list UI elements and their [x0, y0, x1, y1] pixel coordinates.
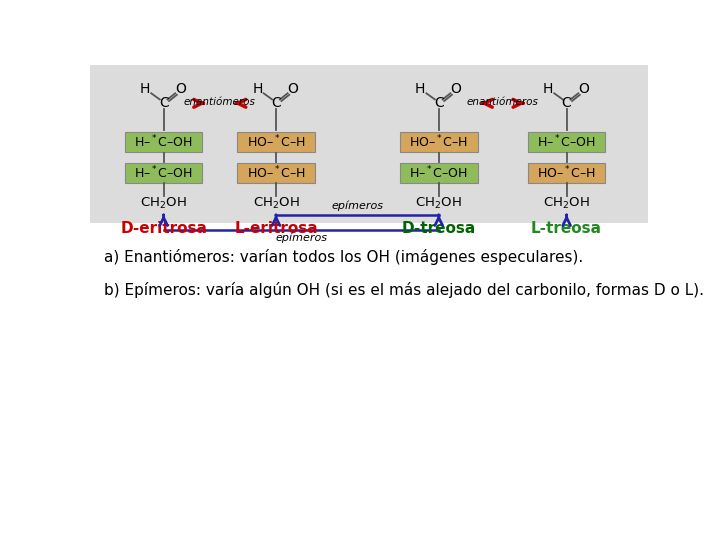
- Text: H: H: [415, 83, 426, 97]
- Text: CH$_2$OH: CH$_2$OH: [544, 196, 590, 211]
- Text: HO–$\mathregular{^*}$C–H: HO–$\mathregular{^*}$C–H: [246, 164, 305, 181]
- Text: CH$_2$OH: CH$_2$OH: [415, 196, 462, 211]
- Text: H: H: [140, 83, 150, 97]
- Text: a) Enantiómeros: varían todos los OH (imágenes especulares).: a) Enantiómeros: varían todos los OH (im…: [104, 249, 583, 265]
- Text: enantiómeros: enantiómeros: [467, 97, 539, 107]
- Text: CH$_2$OH: CH$_2$OH: [140, 196, 187, 211]
- Text: HO–$\mathregular{^*}$C–H: HO–$\mathregular{^*}$C–H: [409, 133, 468, 150]
- Text: D-treosa: D-treosa: [402, 220, 476, 235]
- Text: H: H: [252, 83, 263, 97]
- Text: D-eritrosa: D-eritrosa: [120, 220, 207, 235]
- Text: b) Epímeros: varía algún OH (si es el más alejado del carbonilo, formas D o L).: b) Epímeros: varía algún OH (si es el má…: [104, 282, 704, 298]
- Text: C: C: [562, 96, 572, 110]
- Text: C: C: [434, 96, 444, 110]
- Bar: [90, 65, 648, 222]
- Text: L-eritrosa: L-eritrosa: [234, 220, 318, 235]
- Text: H–$\mathregular{^*}$C–OH: H–$\mathregular{^*}$C–OH: [537, 133, 596, 150]
- Bar: [125, 163, 202, 183]
- Bar: [238, 163, 315, 183]
- Text: O: O: [175, 83, 186, 97]
- Text: epímeros: epímeros: [331, 200, 383, 211]
- Text: enantiómeros: enantiómeros: [184, 97, 256, 107]
- Text: H–$\mathregular{^*}$C–OH: H–$\mathregular{^*}$C–OH: [134, 164, 193, 181]
- Text: H: H: [543, 83, 553, 97]
- Text: O: O: [578, 83, 589, 97]
- Bar: [125, 132, 202, 152]
- Text: L-treosa: L-treosa: [531, 220, 602, 235]
- Bar: [528, 132, 606, 152]
- Text: epímeros: epímeros: [275, 233, 327, 243]
- Text: HO–$\mathregular{^*}$C–H: HO–$\mathregular{^*}$C–H: [537, 164, 596, 181]
- Text: C: C: [271, 96, 281, 110]
- Text: O: O: [287, 83, 299, 97]
- Bar: [238, 132, 315, 152]
- Text: CH$_2$OH: CH$_2$OH: [253, 196, 300, 211]
- Text: HO–$\mathregular{^*}$C–H: HO–$\mathregular{^*}$C–H: [246, 133, 305, 150]
- Bar: [528, 163, 606, 183]
- Bar: [400, 132, 477, 152]
- Text: H–$\mathregular{^*}$C–OH: H–$\mathregular{^*}$C–OH: [134, 133, 193, 150]
- Bar: [400, 163, 477, 183]
- Text: O: O: [451, 83, 462, 97]
- Text: C: C: [158, 96, 168, 110]
- Text: H–$\mathregular{^*}$C–OH: H–$\mathregular{^*}$C–OH: [409, 164, 468, 181]
